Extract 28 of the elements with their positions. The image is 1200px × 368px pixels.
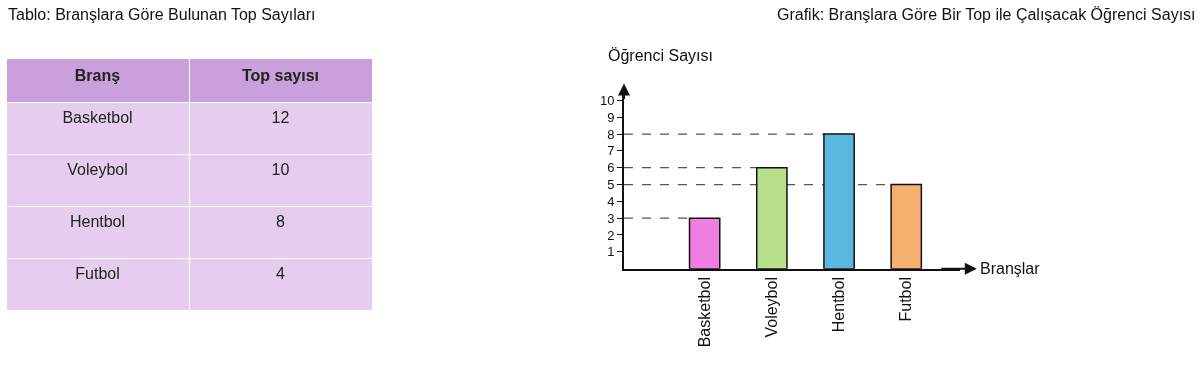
text: Top sayısı	[241, 66, 320, 84]
y-tick-label: 8	[607, 126, 615, 142]
x-tick-label: Futbol	[897, 277, 915, 322]
category-label: Hentbol	[69, 212, 126, 230]
data-label: 8	[276, 212, 286, 230]
y-tick-label: 6	[607, 160, 615, 176]
text: Branş	[74, 66, 121, 84]
category-label: Voleybol	[67, 160, 128, 178]
y-tick-label: 4	[607, 193, 615, 209]
x-tick-label: Hentbol	[830, 277, 848, 333]
y-tick-label: 10	[599, 92, 615, 108]
x-axis-title: Branşlar	[980, 260, 1041, 277]
y-tick-label: 1	[607, 244, 615, 260]
y-tick-label: 3	[607, 210, 615, 226]
y-tick-label: 7	[607, 143, 615, 159]
data-label: 12	[271, 108, 290, 126]
y-tick-label: 2	[607, 227, 615, 243]
x-tick-label: Basketbol	[695, 277, 713, 348]
category-label: Futbol	[75, 264, 120, 282]
y-tick-label: 5	[607, 177, 615, 193]
y-axis-title: Öğrenci Sayısı	[608, 47, 713, 64]
data-label: 10	[271, 160, 290, 178]
data-label: 4	[276, 264, 286, 282]
y-tick-label: 9	[607, 109, 615, 125]
text: Tablo: Branşlara Göre Bulunan Top Sayıları	[8, 6, 316, 23]
text: Grafik: Branşlara Göre Bir Top ile Çalışacak Öğrenci Sayısı	[777, 6, 1196, 23]
x-tick-label: Voleybol	[763, 277, 781, 338]
category-label: Basketbol	[62, 108, 133, 126]
